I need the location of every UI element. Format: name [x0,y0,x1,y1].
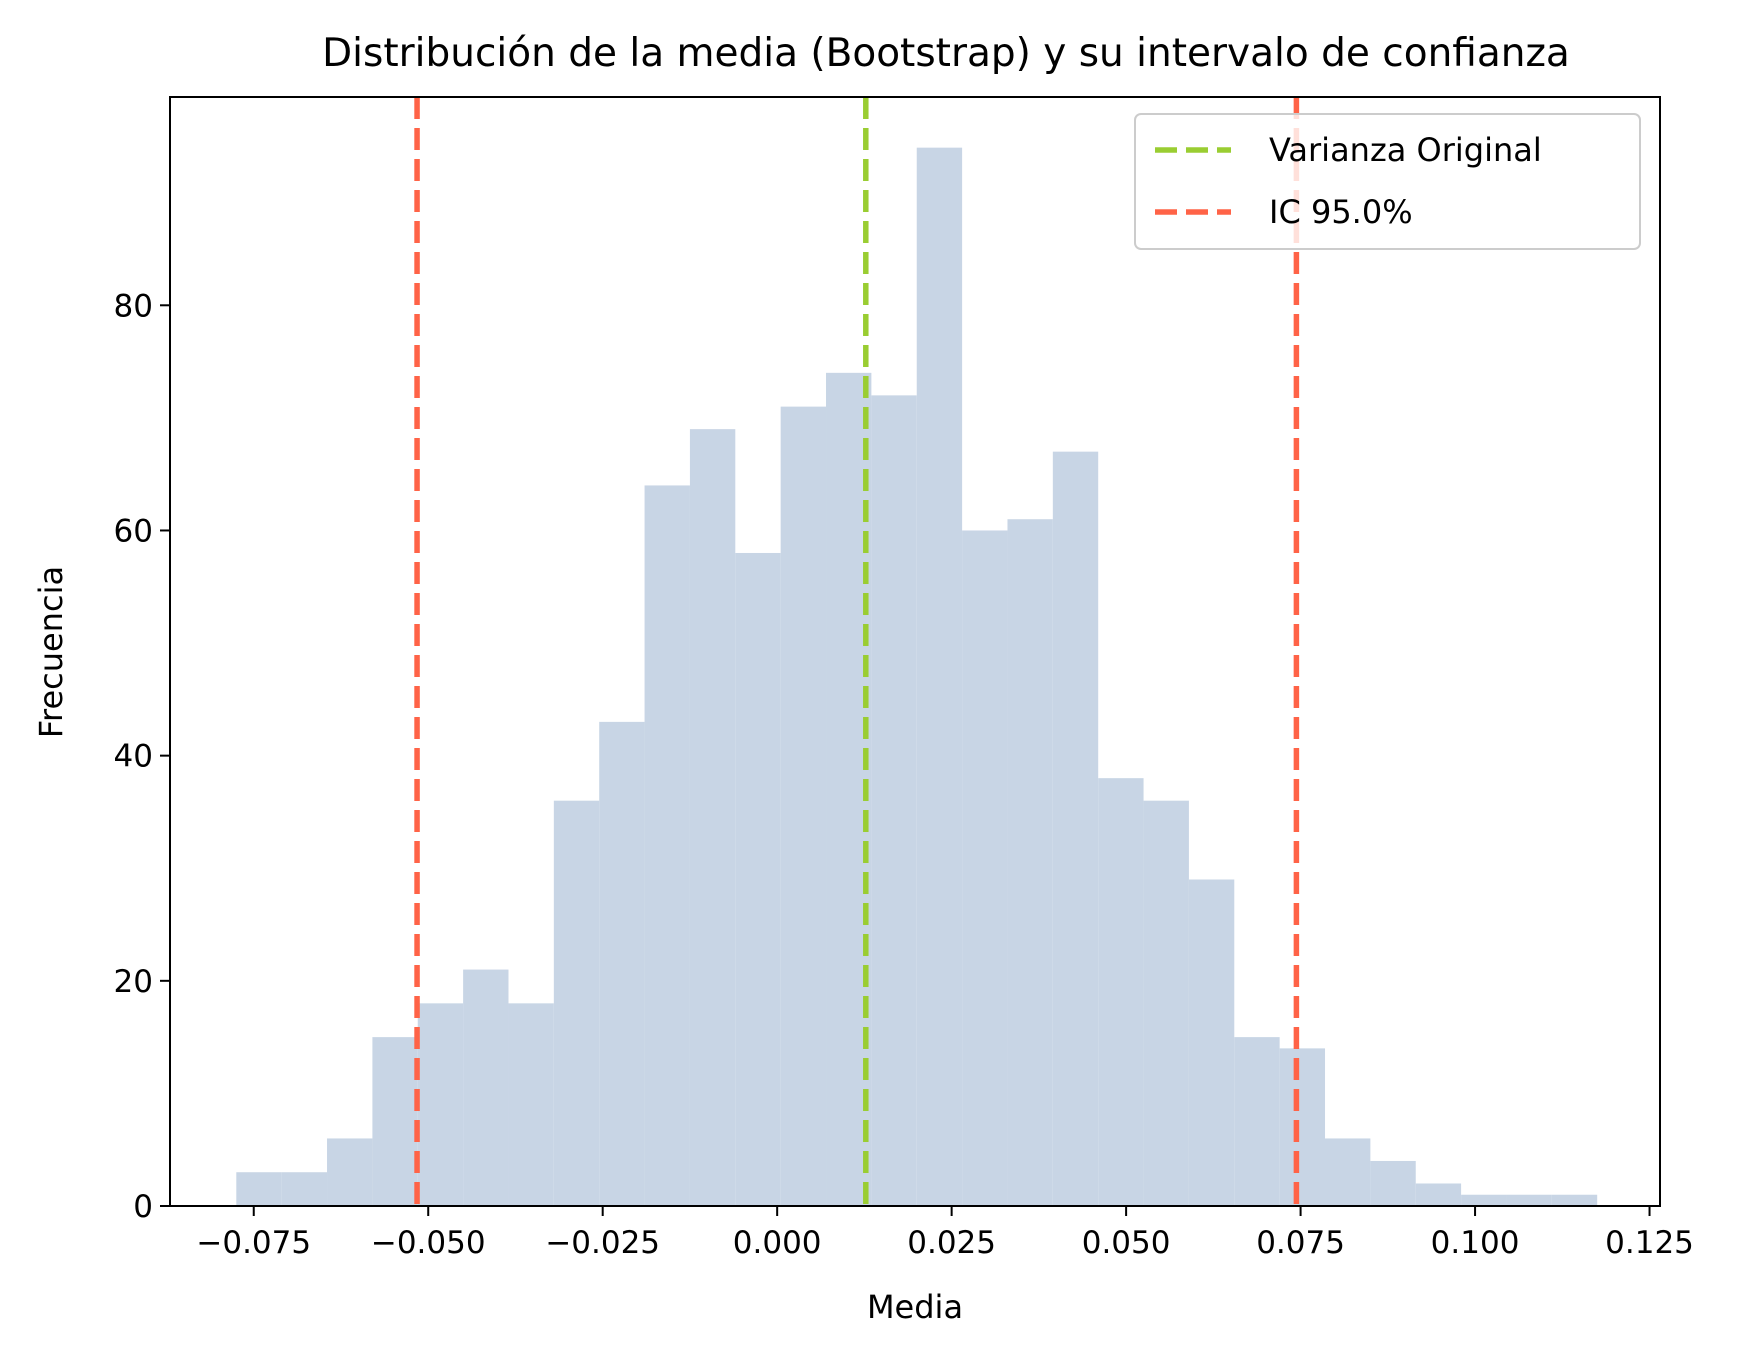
histogram-bar [1052,451,1099,1207]
y-axis-label: Frecuencia [32,566,70,738]
histogram-bar [644,485,690,1206]
histogram-bar [1551,1194,1598,1206]
histogram-bar [689,429,736,1206]
x-tick-label: 0.025 [907,1225,996,1261]
x-tick-label: 0.000 [733,1225,822,1261]
histogram-bar [962,530,1008,1206]
y-tick-label: 0 [133,1189,153,1225]
histogram-bar [1415,1183,1462,1206]
histogram-bar [735,552,781,1206]
histogram-bar [1234,1037,1280,1206]
histogram-bar [417,1003,464,1206]
histogram-bar [780,406,827,1207]
x-tick-label: −0.025 [545,1225,660,1261]
histogram-bar [1143,800,1189,1206]
y-tick-label: 80 [114,288,153,324]
histogram-bar [236,1172,282,1206]
x-axis-ticks: −0.075 −0.050 −0.025 0.000 0.025 0.050 0.075 0.… [196,1206,1694,1261]
y-tick-label: 20 [114,964,153,1000]
histogram-bar [1461,1194,1507,1206]
histogram-bar [1188,879,1235,1206]
histogram-bar [553,800,600,1206]
histogram-bar [871,395,917,1206]
histogram-bar [327,1138,373,1206]
axes-frame [169,96,1661,1207]
legend-label: Varianza Original [1269,131,1542,169]
chart-title: Distribución de la media (Bootstrap) y s… [322,31,1570,76]
y-axis-ticks: 0 20 40 60 80 [114,288,170,1225]
histogram-bar [1325,1138,1371,1206]
histogram-bar [281,1172,328,1206]
legend: Varianza Original IC 95.0% [1134,113,1641,250]
y-tick-label: 40 [114,739,153,775]
x-tick-label: −0.075 [196,1225,311,1261]
x-tick-label: 0.100 [1431,1225,1520,1261]
histogram-bar [916,147,963,1206]
histogram-bar [1098,778,1144,1206]
histogram-bar [1370,1160,1416,1206]
x-tick-label: 0.125 [1605,1225,1694,1261]
histogram-bar [599,721,645,1206]
y-tick-label: 60 [114,513,153,549]
legend-label: IC 95.0% [1269,193,1413,231]
histogram-bar [1279,1048,1326,1206]
x-axis-label: Media [867,1288,963,1326]
histogram-bar [1007,519,1053,1206]
histogram-bar [1506,1194,1552,1206]
histogram-bar [463,969,509,1206]
histogram-bar [372,1037,418,1206]
legend-box [1134,113,1641,250]
x-tick-label: 0.075 [1256,1225,1345,1261]
x-tick-label: −0.050 [371,1225,486,1261]
histogram-bar [508,1003,554,1206]
x-tick-label: 0.050 [1082,1225,1171,1261]
